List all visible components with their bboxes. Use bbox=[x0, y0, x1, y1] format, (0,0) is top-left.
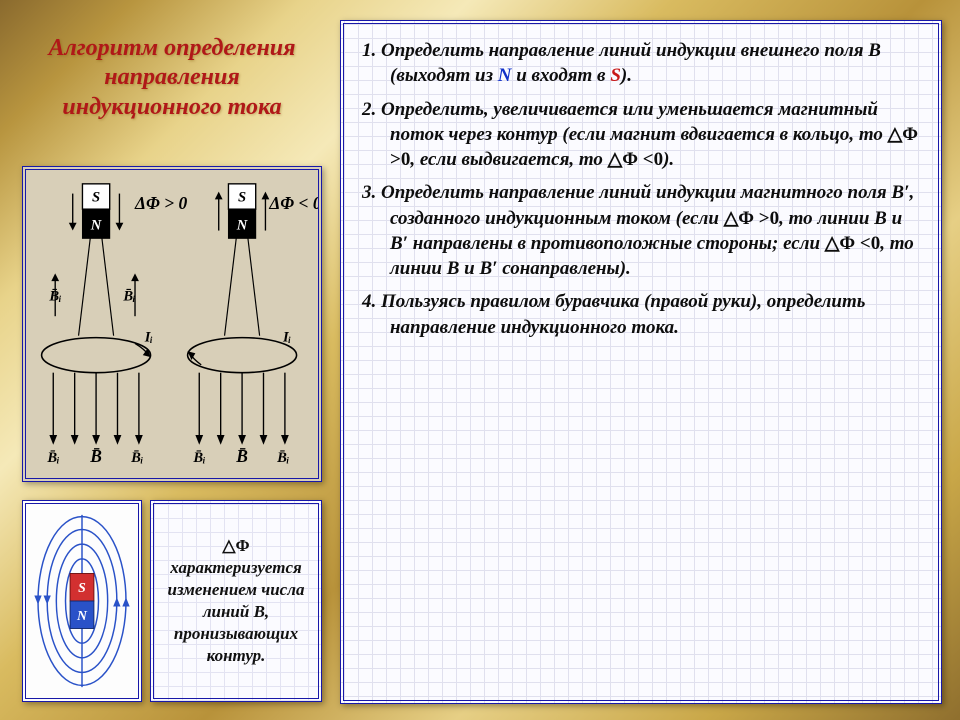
step-run: △Φ <0 bbox=[608, 149, 663, 170]
label-B-left: B̄ bbox=[89, 446, 102, 466]
main-text-panel: 1. Определить направление линий индукции… bbox=[340, 20, 942, 704]
label-Ii-left: Iᵢ bbox=[144, 330, 153, 346]
magnet-N-label: N bbox=[76, 608, 88, 623]
slide-title: Алгоритм определения направления индукци… bbox=[22, 34, 322, 122]
label-N-right: N bbox=[236, 218, 248, 234]
note-panel: △Φ характеризуется изменением числа лини… bbox=[150, 500, 322, 702]
step-number: 4. bbox=[362, 291, 376, 312]
label-Bi-br: B̄ᵢ bbox=[130, 450, 143, 466]
step-run: Пользуясь правилом буравчика (правой рук… bbox=[376, 291, 865, 337]
step-run: △Φ <0 bbox=[825, 233, 880, 254]
label-Bi-rbr: B̄ᵢ bbox=[276, 450, 289, 466]
magnet-field-panel: S N bbox=[22, 500, 142, 702]
step-number: 1. bbox=[362, 40, 376, 61]
label-dphi-left: ΔΦ > 0 bbox=[134, 193, 188, 213]
label-dphi-right: ΔΦ < 0 bbox=[268, 193, 318, 213]
step-1: 1. Определить направление линий индукции… bbox=[362, 38, 920, 89]
step-2: 2. Определить, увеличивается или уменьша… bbox=[362, 97, 920, 173]
label-N-left: N bbox=[90, 218, 102, 234]
diagram-panel: S N ΔΦ > 0 B̄ᵢ B̄ᵢ bbox=[22, 166, 322, 482]
note-text: △Φ характеризуется изменением числа лини… bbox=[162, 535, 310, 668]
step-run: и входят в bbox=[511, 65, 610, 86]
note-delta-phi: △Φ bbox=[222, 536, 249, 555]
step-run: Определить, увеличивается или уменьшаетс… bbox=[376, 99, 887, 145]
step-run: ). bbox=[621, 65, 632, 86]
magnet-S-label: S bbox=[78, 580, 86, 595]
label-Ii-right: Iᵢ bbox=[282, 330, 291, 346]
slide: Алгоритм определения направления индукци… bbox=[0, 0, 960, 720]
step-number: 3. bbox=[362, 182, 376, 203]
step-number: 2. bbox=[362, 99, 376, 120]
magnet-field-illustration: S N bbox=[27, 506, 137, 696]
label-Bi-bl: B̄ᵢ bbox=[46, 450, 59, 466]
step-run: S bbox=[610, 65, 621, 86]
label-Bi-left2: B̄ᵢ bbox=[122, 289, 135, 305]
step-run: ). bbox=[663, 149, 674, 170]
induction-diagram: S N ΔΦ > 0 B̄ᵢ B̄ᵢ bbox=[26, 170, 318, 478]
label-Bi-rbl: B̄ᵢ bbox=[192, 450, 205, 466]
step-3: 3. Определить направление линий индукции… bbox=[362, 180, 920, 281]
label-Bi-left1: B̄ᵢ bbox=[48, 289, 61, 305]
step-4: 4. Пользуясь правилом буравчика (правой … bbox=[362, 289, 920, 340]
step-run: △Φ >0 bbox=[724, 208, 779, 229]
step-run: , если выдвигается, то bbox=[410, 149, 607, 170]
label-B-right: B̄ bbox=[235, 446, 248, 466]
label-S-right: S bbox=[238, 189, 246, 205]
step-run: N bbox=[498, 65, 512, 86]
algorithm-steps-list: 1. Определить направление линий индукции… bbox=[362, 38, 920, 340]
note-body: характеризуется изменением числа линий B… bbox=[168, 558, 305, 665]
label-S-left: S bbox=[92, 189, 100, 205]
